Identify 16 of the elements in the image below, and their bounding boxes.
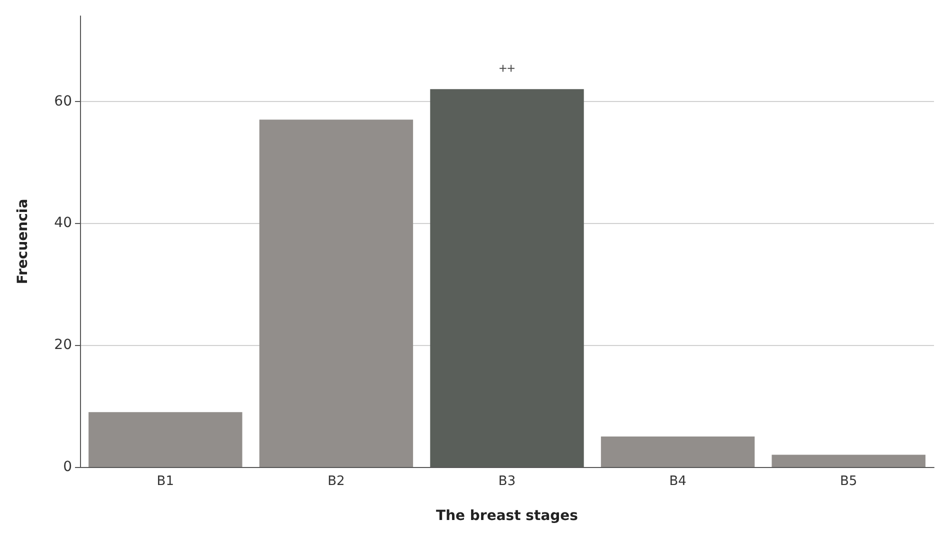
y-tick-label: 0 bbox=[63, 459, 72, 475]
y-tick-label: 40 bbox=[54, 215, 72, 232]
y-tick-label: 60 bbox=[54, 93, 72, 110]
x-tick-label: B5 bbox=[840, 474, 858, 489]
bar bbox=[772, 454, 926, 467]
annotation: ++ bbox=[498, 60, 516, 76]
x-axis-title: The breast stages bbox=[436, 508, 578, 524]
bar bbox=[259, 120, 414, 467]
bar bbox=[88, 412, 242, 467]
y-tick-label: 20 bbox=[54, 337, 72, 354]
y-axis-title: Frecuencia bbox=[15, 198, 31, 284]
bar bbox=[600, 436, 755, 467]
x-tick-label: B3 bbox=[498, 474, 516, 489]
x-tick-label: B4 bbox=[669, 474, 686, 489]
x-tick-label: B2 bbox=[328, 474, 345, 489]
x-tick-label: B1 bbox=[156, 474, 174, 489]
